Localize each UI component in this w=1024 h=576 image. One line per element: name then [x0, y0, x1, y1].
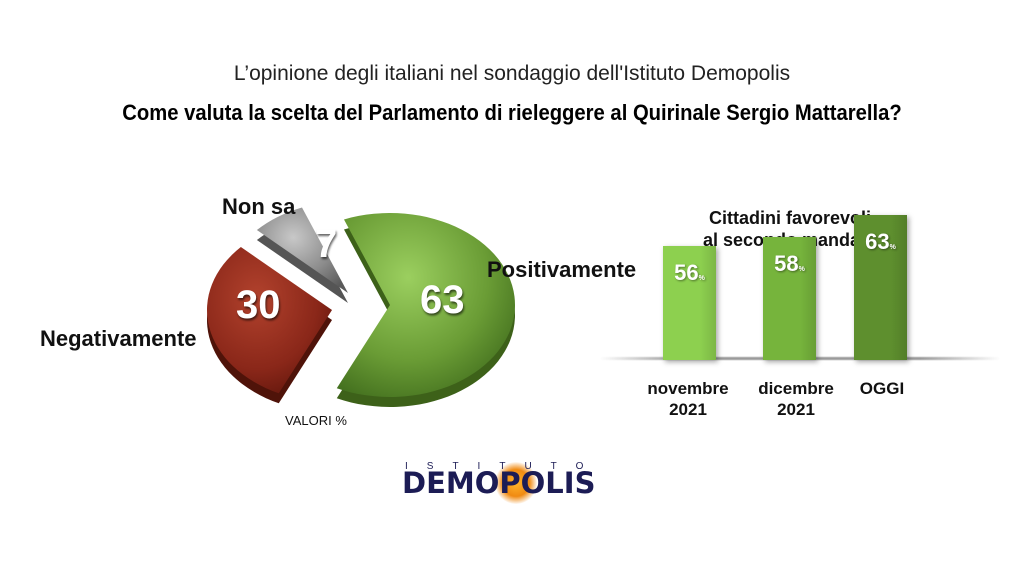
bar-chart-title-line-1: Cittadini favorevoli	[708, 208, 872, 228]
bar-value-3: 63%	[865, 228, 896, 254]
bar-value-2: 58%	[774, 251, 805, 276]
pie-label-non-sa: Non sa	[222, 194, 296, 219]
values-note: VALORI %	[285, 413, 347, 428]
logo-demopolis: DEMOPOLIS	[402, 466, 596, 500]
pie-value-negativamente: 30	[236, 283, 281, 327]
pie-slice-negativamente	[206, 247, 332, 394]
bar-label-oggi: OGGI	[859, 379, 905, 398]
pie-value-positivamente: 63	[420, 278, 465, 322]
pie-label-negativamente: Negativamente	[40, 326, 197, 351]
chart-title: Come valuta la scelta del Parlamento di …	[122, 100, 902, 125]
bar-2: 58%	[763, 237, 816, 360]
pie-value-non-sa: 7	[315, 222, 338, 266]
bar-3: 63%	[854, 214, 907, 360]
logo-sun-icon	[495, 462, 537, 504]
logo-istituto: ISTITUTO	[405, 461, 603, 472]
pie-label-positivamente: Positivamente	[487, 257, 637, 282]
bar-label-dicembre: dicembre 2021	[758, 379, 834, 419]
bar-1: 56%	[663, 246, 716, 360]
bar-value-1: 56%	[674, 260, 705, 285]
bar-label-novembre: novembre 2021	[647, 379, 729, 419]
chart-subtitle: L’opinione degli italiani nel sondaggio …	[233, 62, 791, 85]
pie-slice-non-sa	[256, 207, 348, 293]
pie-slice-positivamente	[336, 213, 515, 397]
